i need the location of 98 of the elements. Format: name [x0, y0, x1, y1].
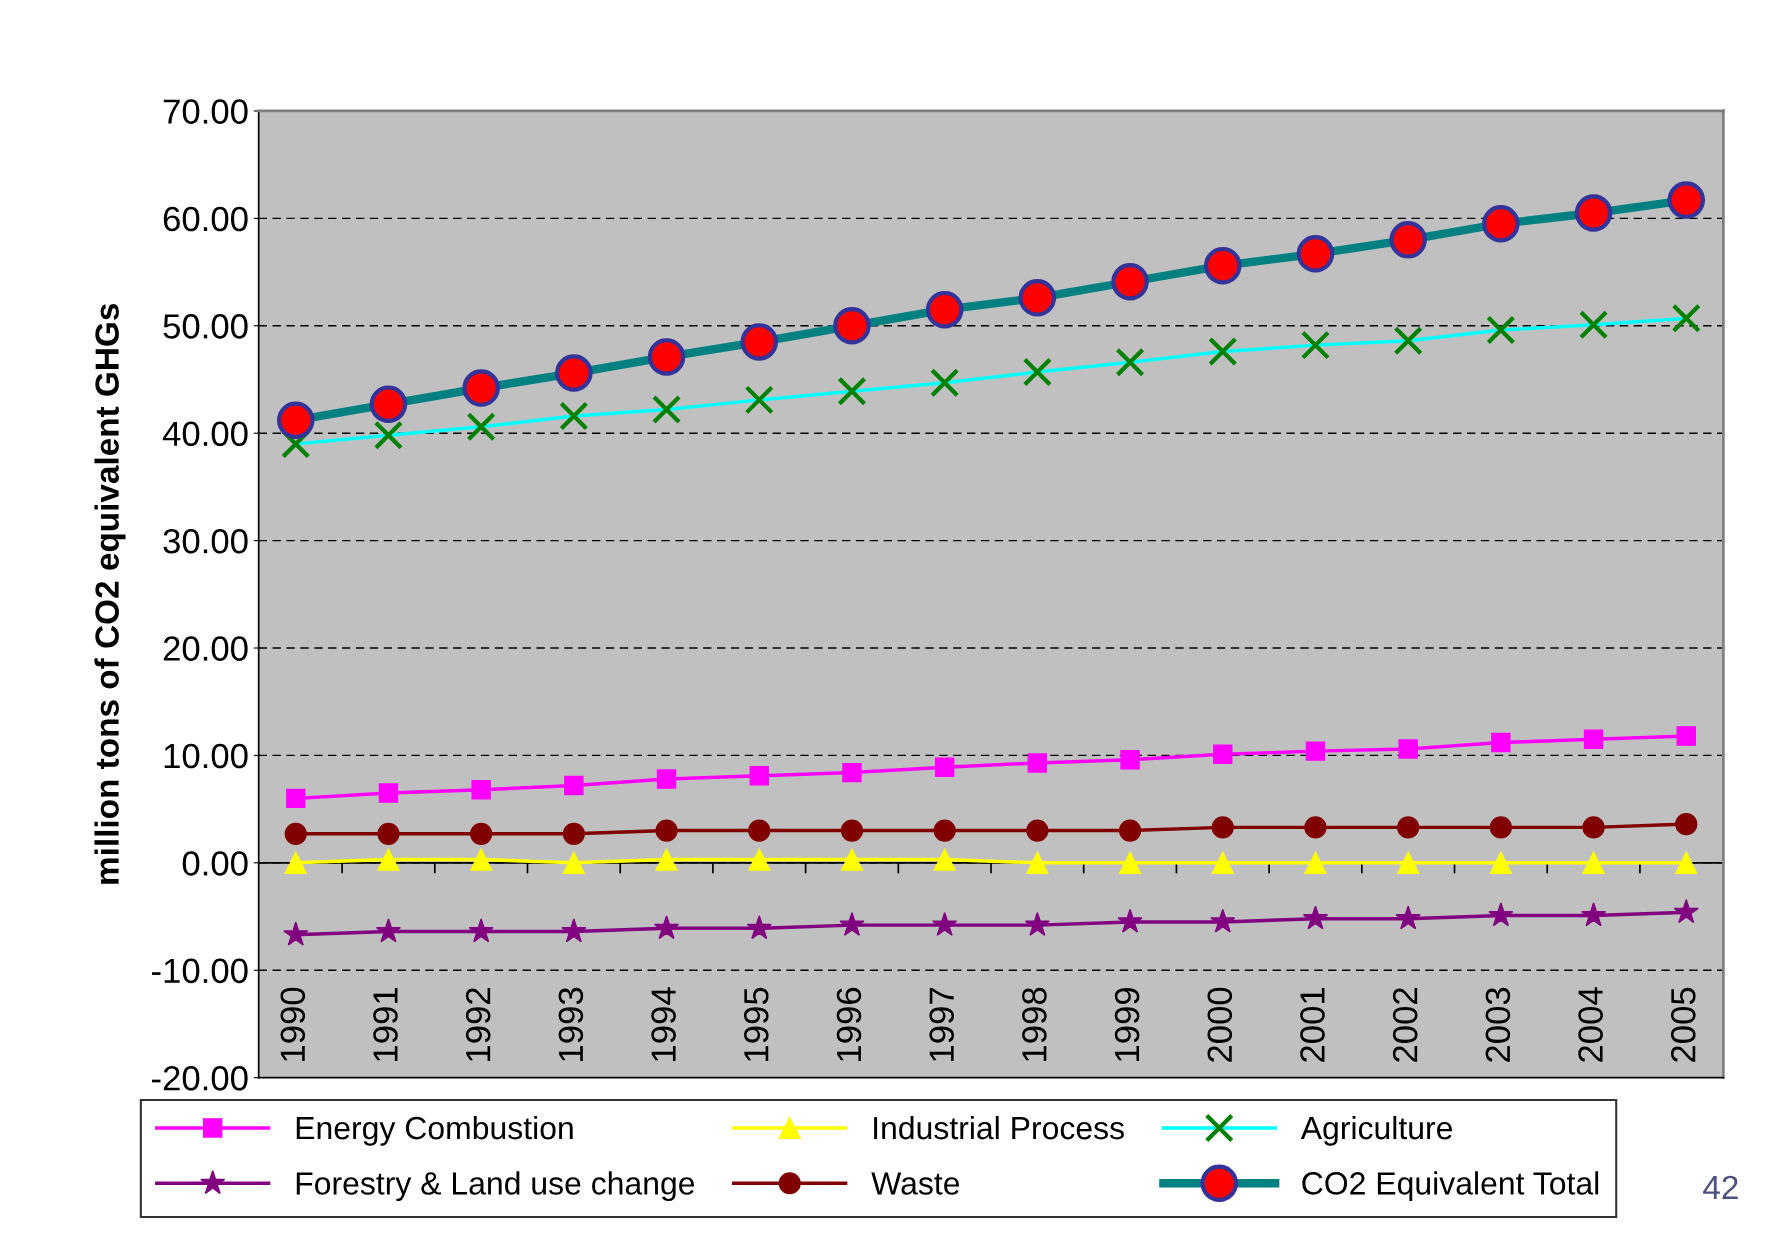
point: [378, 783, 399, 803]
point: [562, 851, 585, 874]
point: [1675, 813, 1698, 836]
legend-label: Waste: [871, 1172, 960, 1195]
legend-label: Industrial Process: [874, 1115, 1124, 1140]
y-tick-label: -10.00: [152, 958, 248, 984]
point: [470, 848, 493, 871]
point: [1580, 902, 1607, 927]
y-tick-label: 20.00: [163, 636, 248, 661]
point: [283, 921, 309, 946]
point: [1582, 851, 1605, 874]
point: [286, 788, 306, 809]
y-tick-label: 60.00: [163, 206, 248, 232]
x-tick-label: 1995: [743, 987, 769, 1061]
point: [1397, 816, 1420, 839]
point: [1117, 908, 1143, 933]
point: [1024, 911, 1050, 936]
point: [1211, 851, 1234, 874]
point: [471, 780, 491, 800]
point: [468, 918, 494, 943]
point: [1491, 732, 1511, 753]
x-tick-label: 1993: [558, 987, 584, 1061]
y-tick-label: 50.00: [163, 314, 248, 339]
legend-label: Agriculture: [1300, 1115, 1452, 1146]
x-tick-label: 1996: [836, 987, 862, 1061]
point: [840, 819, 864, 842]
point: [933, 819, 956, 842]
point: [284, 851, 307, 874]
point: [1305, 741, 1326, 761]
point: [1304, 851, 1327, 874]
point: [746, 915, 772, 940]
point: [284, 822, 307, 845]
point: [839, 911, 865, 936]
point: [932, 911, 958, 936]
x-tick-label: 2002: [1392, 988, 1418, 1062]
x-tick-label: 1992: [465, 988, 491, 1061]
point: [1118, 819, 1142, 842]
y-tick-label: 0.00: [182, 851, 248, 876]
x-tick-label: 1990: [280, 987, 306, 1061]
y-tick-label: 30.00: [163, 528, 248, 554]
point: [377, 822, 400, 845]
x-tick-label: 1994: [651, 987, 676, 1061]
point: [1673, 899, 1699, 924]
point: [1583, 729, 1604, 750]
point: [1489, 851, 1512, 874]
x-tick-label: 1999: [1114, 987, 1140, 1061]
text: 42: [1703, 1175, 1738, 1199]
point: [748, 848, 771, 871]
point: [749, 766, 769, 786]
x-tick-label: 1991: [373, 988, 398, 1061]
point: [653, 915, 680, 940]
x-tick-label: 1998: [1022, 987, 1047, 1061]
point: [655, 848, 678, 871]
y-tick-label: -20.00: [152, 1065, 248, 1091]
point: [375, 918, 402, 943]
point: [748, 819, 771, 842]
point: [842, 762, 862, 783]
point: [1302, 905, 1329, 930]
point: [377, 848, 400, 871]
point: [1211, 816, 1234, 839]
point: [1304, 816, 1327, 839]
y-tick-label: 70.00: [163, 99, 248, 124]
legend-label: Forestry & Land use change: [296, 1171, 695, 1202]
point: [561, 918, 587, 943]
point: [1488, 902, 1514, 927]
x-tick-label: 2003: [1485, 987, 1511, 1062]
x-tick-label: 2005: [1671, 987, 1696, 1062]
point: [1213, 744, 1233, 765]
point: [840, 848, 864, 871]
point: [562, 822, 585, 845]
point: [1120, 749, 1140, 770]
point: [1026, 851, 1049, 874]
y-tick-label: 10.00: [164, 743, 248, 769]
point: [1118, 851, 1142, 874]
point: [1582, 816, 1605, 839]
x-tick-label: 2001: [1300, 988, 1325, 1062]
point: [564, 775, 584, 796]
point: [1395, 905, 1421, 930]
y-axis-title: million tons of CO2 equivalent GHGs: [94, 303, 126, 884]
point: [1676, 726, 1696, 746]
point: [1210, 908, 1236, 933]
legend-label: Energy Combustion: [296, 1115, 573, 1146]
point: [1027, 753, 1048, 773]
point: [1489, 816, 1512, 839]
legend-label: CO2 Equivalent Total: [1302, 1171, 1599, 1202]
x-tick-label: 2000: [1207, 987, 1233, 1062]
x-tick-label: 2004: [1578, 987, 1603, 1062]
x-tick-label: 1997: [929, 988, 954, 1061]
point: [933, 848, 956, 871]
point: [1397, 851, 1420, 874]
point: [1675, 851, 1698, 874]
y-tick-label: 40.00: [162, 421, 248, 447]
point: [1026, 819, 1049, 842]
point: [934, 757, 955, 777]
point: [655, 819, 678, 842]
point: [656, 769, 677, 789]
point: [1398, 739, 1418, 759]
point: [470, 822, 493, 845]
